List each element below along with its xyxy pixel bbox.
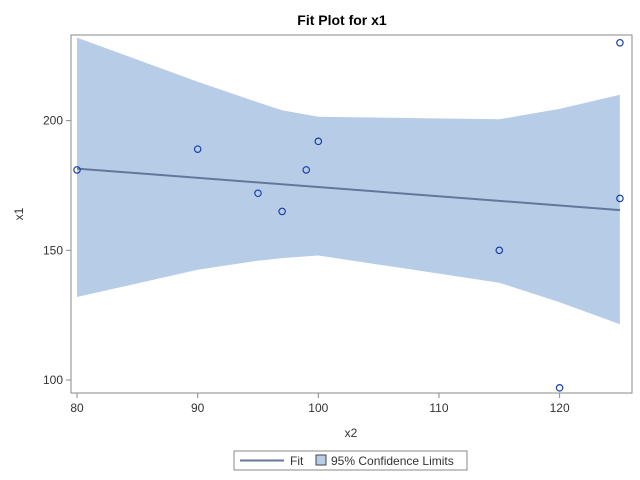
x-axis: 80 90 100 110 120 (70, 393, 570, 415)
legend-band-swatch (315, 454, 327, 466)
y-axis: 100 150 200 (43, 114, 71, 387)
x-tick-label: 110 (429, 401, 448, 415)
data-point (495, 246, 504, 255)
x-tick-label: 90 (191, 401, 205, 415)
x-tick-label: 100 (308, 401, 328, 415)
data-point (616, 38, 624, 47)
x-tick-label: 80 (70, 401, 84, 415)
data-point (314, 137, 323, 146)
data-point (278, 207, 286, 216)
data-points-layer (73, 38, 624, 392)
legend-band-label: 95% Confidence Limits (331, 454, 454, 468)
x-axis-label: x2 (345, 426, 358, 440)
data-point (555, 384, 564, 392)
legend-fit-label: Fit (290, 454, 304, 468)
data-point (302, 166, 311, 174)
confidence-band-layer (77, 37, 620, 325)
legend-box (233, 450, 468, 471)
y-tick-label: 200 (43, 114, 63, 128)
data-point (73, 166, 81, 174)
fit-line-layer (76, 167, 621, 212)
y-axis-label: x1 (12, 207, 26, 220)
data-point (254, 189, 262, 198)
chart-title: Fit Plot for x1 (297, 12, 387, 28)
plot-frame (70, 34, 633, 394)
y-tick-label: 150 (43, 243, 63, 257)
data-point (193, 145, 202, 153)
data-point (616, 194, 624, 203)
x-tick-label: 120 (550, 401, 570, 415)
y-tick-label: 100 (43, 373, 63, 387)
fit-line (76, 167, 621, 212)
confidence-band (77, 37, 620, 325)
legend: Fit 95% Confidence Limits (233, 450, 468, 471)
